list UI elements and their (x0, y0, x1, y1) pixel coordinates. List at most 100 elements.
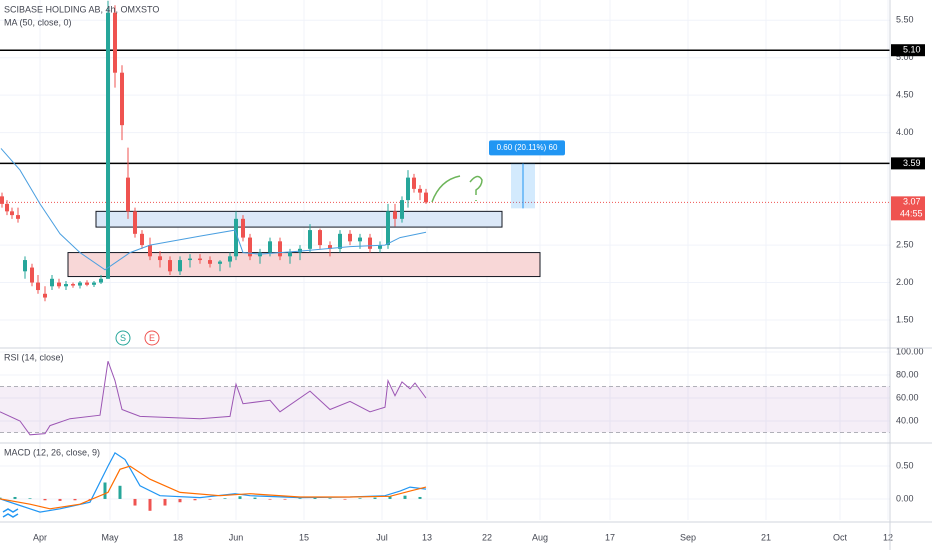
candle-body (318, 230, 322, 246)
rsi-label: RSI (14, close) (4, 352, 64, 362)
candle-body (358, 237, 362, 242)
histogram-bar (73, 498, 77, 501)
macd-line (0, 452, 427, 513)
rsi-line (0, 361, 427, 436)
candle-body (85, 282, 89, 285)
measure-label: 0.60 (20.11%) 60 (497, 143, 558, 152)
candle-body (10, 211, 14, 216)
histogram-bar (193, 498, 197, 501)
candle-body (348, 233, 352, 242)
x-tick-label: Oct (833, 532, 848, 542)
y-tick-label: 4.50 (896, 90, 914, 100)
y-tick-label: 5.50 (896, 15, 914, 25)
histogram-bar (328, 498, 332, 499)
candle-body (99, 278, 103, 283)
x-tick-label: 21 (761, 532, 771, 542)
candle-body (241, 218, 245, 238)
candle-body (412, 177, 416, 189)
candle-body (120, 72, 124, 126)
event-label: S (120, 333, 126, 343)
level-label: 5.10 (903, 45, 921, 55)
candle-body (198, 258, 202, 261)
candle-body (378, 245, 382, 249)
candle-body (57, 282, 61, 287)
zone-box (67, 252, 541, 278)
histogram-bar (13, 496, 17, 499)
candle-body (16, 215, 20, 219)
candle-body (228, 256, 232, 262)
x-tick-label: 17 (605, 532, 615, 542)
candle-body (5, 203, 9, 212)
candle-body (328, 245, 332, 249)
candle-body (92, 282, 96, 285)
level-label: 3.59 (903, 158, 921, 168)
candle-body (140, 233, 144, 246)
candle-body (148, 245, 152, 257)
candle-body (78, 282, 82, 286)
candle-body (126, 177, 130, 212)
histogram-bar (403, 495, 407, 499)
candle-body (30, 267, 34, 283)
y-tick-label: 0.00 (896, 493, 914, 503)
candle-body (106, 12, 110, 279)
candle-body (406, 177, 410, 201)
histogram-bar (58, 498, 62, 501)
histogram-bar (103, 482, 107, 499)
y-tick-label: 1.50 (896, 314, 914, 324)
histogram-bar (148, 498, 152, 511)
histogram-bar (373, 497, 377, 499)
level-tag (891, 157, 925, 170)
y-tick-label: 4.00 (896, 127, 914, 137)
candle-body (188, 258, 192, 261)
histogram-bar (298, 498, 302, 499)
y-tick-label: 5.00 (896, 52, 914, 62)
histogram-bar (163, 498, 167, 506)
candle-body (0, 196, 4, 204)
candle-body (418, 188, 422, 193)
event-label: E (149, 333, 155, 343)
candle-body (133, 211, 137, 234)
histogram-bar (28, 498, 32, 499)
histogram-bar (418, 496, 422, 499)
x-tick-label: 18 (173, 532, 183, 542)
measure-tag (489, 140, 565, 156)
histogram-bar (88, 498, 92, 500)
y-tick-label: 2.50 (896, 239, 914, 249)
histogram-bar (283, 498, 287, 500)
hand-drawing (431, 175, 483, 203)
chart-title: SCIBASE HOLDING AB, 4h, OMXSTO (4, 4, 159, 14)
rsi-band (0, 386, 890, 433)
histogram-bar (253, 497, 257, 499)
candle-body (308, 230, 312, 249)
histogram-bar (118, 485, 122, 499)
macd-line (0, 465, 427, 510)
y-tick-label: 40.00 (896, 415, 919, 425)
histogram-bar (208, 498, 212, 500)
candle-body (234, 218, 238, 257)
indicator-label: MA (50, close, 0) (4, 17, 72, 27)
x-tick-label: May (101, 532, 119, 542)
histogram-bar (223, 498, 227, 499)
candle-body (50, 278, 54, 287)
zone-box (95, 210, 503, 228)
candle-body (168, 260, 172, 272)
x-tick-label: 15 (299, 532, 309, 542)
histogram-bar (313, 497, 317, 499)
event-marker (144, 330, 160, 346)
candle-body (338, 233, 342, 249)
countdown: 44:55 (900, 209, 923, 219)
histogram-bar (268, 498, 272, 500)
histogram-bar (178, 498, 182, 503)
candle-body (424, 192, 428, 203)
candle-body (400, 200, 404, 219)
candle-body (158, 256, 162, 261)
candle-body (208, 260, 212, 264)
ma-line (0, 148, 427, 271)
x-tick-label: 13 (422, 532, 432, 542)
x-tick-label: 12 (883, 532, 893, 542)
candle-body (288, 252, 292, 257)
x-tick-label: Jun (229, 532, 244, 542)
histogram-bar (133, 498, 137, 506)
candle-body (178, 260, 182, 272)
y-tick-label: 2.00 (896, 277, 914, 287)
